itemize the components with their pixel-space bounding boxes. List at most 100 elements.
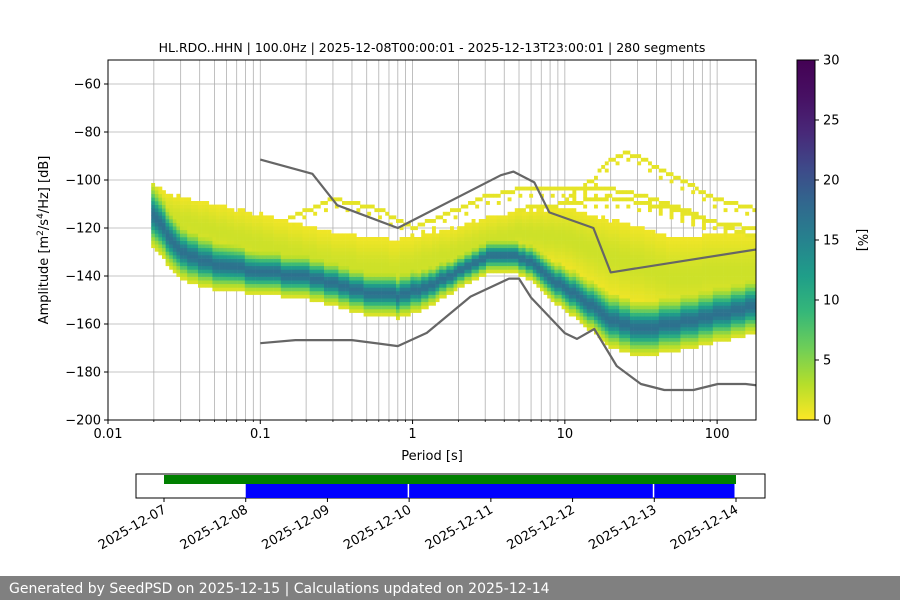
heatmap-cell [612,258,616,263]
heatmap-cell [626,287,631,292]
heatmap-cell [327,269,332,274]
heatmap-cell [558,233,562,238]
heatmap-cell [597,186,602,191]
heatmap-cell [486,201,490,205]
heatmap-cell [716,280,721,285]
heatmap-cell [540,204,544,209]
heatmap-cell [252,244,256,249]
heatmap-cell [540,273,544,277]
heatmap-cell [604,186,609,191]
heatmap-cell [165,237,170,241]
heatmap-cell [187,244,192,249]
heatmap-cell [608,237,613,241]
heatmap-cell [568,301,573,306]
heatmap-cell [370,294,375,299]
heatmap-cell [518,255,523,259]
heatmap-cell [680,319,685,324]
heatmap-cell [752,287,756,292]
heatmap-cell [453,276,458,281]
heatmap-cell [723,233,728,238]
heatmap-cell [648,341,652,346]
heatmap-cell [532,244,537,249]
heatmap-cell [723,247,728,252]
heatmap-cell [237,283,242,288]
heatmap-cell [734,265,739,270]
heatmap-cell [727,309,732,313]
heatmap-cell [583,204,588,209]
heatmap-cell [309,208,314,213]
heatmap-cell [154,237,159,241]
heatmap-cell [266,283,271,288]
heatmap-cell [583,186,588,191]
heatmap-cell [604,161,609,166]
heatmap-cell [561,244,566,249]
heatmap-cell [363,244,368,249]
heatmap-cell [486,237,490,241]
heatmap-cell [745,226,750,231]
heatmap-cell [658,330,663,335]
heatmap-cell [338,287,343,292]
heatmap-cell [702,312,706,317]
heatmap-cell [230,273,235,277]
heatmap-cell [630,327,634,331]
heatmap-cell [745,305,750,310]
heatmap-cell [680,186,685,191]
heatmap-cell [727,337,732,342]
heatmap-cell [723,312,728,317]
heatmap-cell [572,305,577,310]
heatmap-cell [464,258,469,263]
heatmap-cell [522,219,526,223]
heatmap-cell [536,247,541,252]
heatmap-cell [748,240,753,245]
heatmap-cell [442,211,447,216]
heatmap-cell [586,305,591,310]
heatmap-cell [637,255,642,259]
heatmap-cell [712,197,717,202]
heatmap-cell [370,309,375,313]
heatmap-cell [608,312,613,317]
heatmap-cell [421,276,426,281]
heatmap-cell [691,258,696,263]
heatmap-cell [684,269,688,274]
heatmap-cell [259,291,264,295]
heatmap-cell [370,262,375,267]
heatmap-cell [262,226,267,231]
heatmap-cell [406,262,411,267]
heatmap-cell [752,226,756,231]
heatmap-cell [540,280,544,285]
heatmap-cell [723,244,728,249]
heatmap-cell [259,265,264,270]
heatmap-cell [658,319,663,324]
heatmap-cell [432,219,436,223]
heatmap-cell [550,287,555,292]
noise-model-nlnm [260,277,756,392]
heatmap-cell [252,269,256,274]
heatmap-cell [658,211,663,216]
heatmap-cell [349,265,354,270]
heatmap-cell [583,316,588,321]
heatmap-cell [183,273,188,277]
heatmap-cell [583,215,588,220]
heatmap-cell [478,262,483,267]
heatmap-cell [428,269,433,274]
heatmap-cell [590,219,595,223]
heatmap-cell [705,237,710,241]
heatmap-cell [738,323,742,328]
heatmap-cell [165,247,170,252]
heatmap-cell [633,247,638,252]
heatmap-cell [536,233,541,238]
heatmap-cell [309,240,314,245]
heatmap-cell [676,330,681,335]
heatmap-cell [162,244,166,249]
heatmap-cell [669,294,674,299]
heatmap-cell [464,262,469,267]
heatmap-cell [208,251,213,256]
heatmap-cell [698,255,703,259]
heatmap-cell [532,229,537,234]
heatmap-cell [345,298,350,303]
heatmap-cell [655,247,660,252]
heatmap-cell [183,240,188,245]
heatmap-cell [586,301,591,306]
heatmap-cell [518,269,523,274]
